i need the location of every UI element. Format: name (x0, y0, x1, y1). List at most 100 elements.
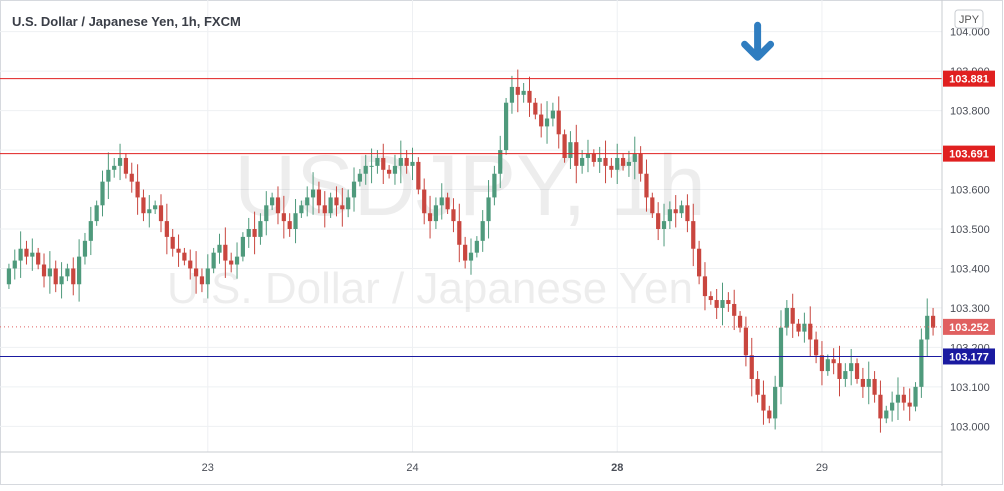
candle (732, 289, 737, 331)
candle (907, 388, 912, 421)
candle (474, 236, 479, 258)
candle-body (556, 110, 561, 135)
candle-body (153, 205, 158, 210)
candle-body (281, 213, 286, 222)
time-axis[interactable]: 232428293031 (202, 462, 1004, 474)
candle-body (422, 189, 427, 214)
candle (217, 233, 222, 264)
candle (767, 405, 772, 424)
candle (387, 165, 392, 179)
y-tick-label: 103.800 (950, 106, 990, 118)
candle-body (919, 339, 924, 387)
candle (591, 149, 596, 167)
candle-body (697, 248, 702, 277)
candle-body (12, 260, 17, 269)
price-line-labels: 103.881 103.691 103.177 103.252 (943, 70, 995, 365)
candle-body (790, 307, 795, 324)
candle (463, 236, 468, 269)
support-label: 103.177 (943, 348, 995, 365)
candle (416, 157, 421, 195)
candle (299, 200, 304, 218)
candle (71, 257, 76, 296)
arrow-head (741, 40, 775, 61)
candle-body (802, 323, 807, 332)
candle-body (778, 327, 784, 387)
candle-body (767, 410, 772, 419)
grid-lines (0, 0, 942, 452)
candle-body (363, 165, 368, 174)
candle-body (117, 157, 123, 166)
candle-body (106, 169, 111, 182)
candle-body (644, 173, 649, 198)
candle (568, 131, 573, 170)
candle (188, 249, 193, 280)
candle-body (322, 205, 327, 214)
candle-body (749, 355, 754, 379)
candle-body (527, 90, 532, 103)
price-label-text: 103.881 (949, 74, 989, 86)
candle-body (229, 260, 234, 265)
currency-badge[interactable]: JPY (954, 9, 984, 29)
price-lines (0, 78, 942, 357)
candle (170, 229, 175, 257)
candle-body (41, 264, 47, 277)
candle (480, 210, 485, 252)
candle (527, 76, 532, 117)
candle (427, 195, 433, 239)
candle-body (468, 252, 474, 261)
candle (656, 202, 661, 241)
candle (597, 146, 602, 173)
candle (305, 186, 310, 217)
candle (316, 181, 322, 214)
candle (913, 382, 918, 412)
currency-badge-box (954, 9, 984, 29)
candle-body (164, 221, 169, 237)
candle-body (392, 165, 398, 174)
candle (381, 143, 386, 185)
candle (790, 293, 795, 338)
candle-body (439, 197, 444, 206)
candle-body (726, 300, 731, 304)
candle (503, 97, 509, 155)
candle-body (334, 197, 339, 206)
candle (88, 206, 93, 256)
candle (334, 186, 339, 217)
candle-body (129, 173, 134, 182)
candle (702, 262, 708, 311)
candle (895, 377, 901, 421)
candle-body (88, 221, 93, 241)
candle (784, 300, 789, 336)
candle-body (141, 197, 146, 214)
candle-body (509, 86, 515, 103)
candle (626, 150, 632, 177)
candle-body (568, 142, 573, 158)
candle-body (773, 386, 778, 419)
candle-body (71, 268, 76, 285)
candle (667, 201, 672, 229)
candle-body (387, 169, 392, 174)
candle-body (293, 213, 298, 229)
candle (240, 232, 245, 262)
candle-body (761, 394, 766, 411)
candle (77, 239, 82, 302)
candle-body (597, 157, 602, 162)
candle (59, 262, 64, 299)
candle-body (480, 221, 485, 241)
candle-body (65, 268, 70, 277)
candle (819, 341, 825, 386)
candle-body (743, 327, 749, 356)
candle-body (398, 157, 403, 166)
candle (176, 234, 181, 267)
candle (509, 75, 515, 114)
candle-body (451, 209, 456, 222)
candle-body (188, 260, 193, 269)
candle (679, 200, 684, 218)
candle-body (650, 197, 655, 214)
watermark-name: U.S. Dollar / Japanese Yen (167, 264, 693, 313)
candle (223, 227, 228, 278)
candle-body (445, 197, 450, 210)
candle (685, 194, 690, 233)
candle-body (603, 157, 608, 166)
